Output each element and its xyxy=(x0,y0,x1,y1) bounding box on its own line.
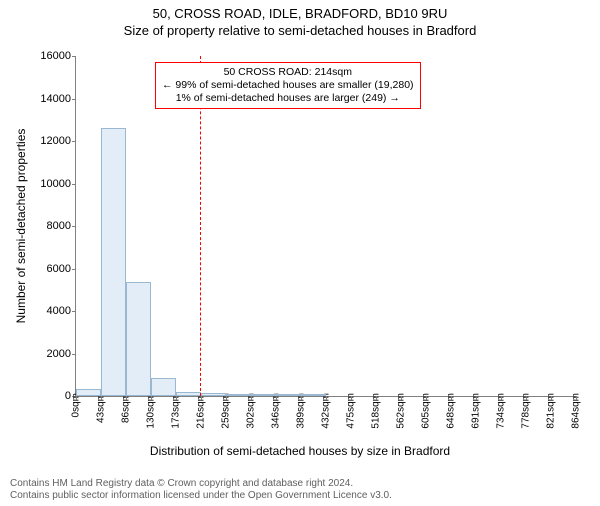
y-tick-mark xyxy=(72,311,76,312)
annotation-line1: 50 CROSS ROAD: 214sqm xyxy=(162,66,414,79)
x-tick-mark xyxy=(401,396,402,400)
chart-subtitle: Size of property relative to semi-detach… xyxy=(0,23,600,38)
x-tick-mark xyxy=(251,396,252,400)
y-tick-label: 4000 xyxy=(26,305,71,317)
x-tick-mark xyxy=(576,396,577,400)
chart-title: 50, CROSS ROAD, IDLE, BRADFORD, BD10 9RU xyxy=(0,6,600,21)
y-tick-label: 6000 xyxy=(26,263,71,275)
histogram-bar xyxy=(201,393,226,396)
histogram-bar xyxy=(251,394,276,396)
y-tick-mark xyxy=(72,226,76,227)
histogram-bar xyxy=(301,394,326,396)
footer-attribution: Contains HM Land Registry data © Crown c… xyxy=(10,478,392,502)
footer-line2: Contains public sector information licen… xyxy=(10,490,392,502)
annotation-box: 50 CROSS ROAD: 214sqm ← 99% of semi-deta… xyxy=(155,62,421,109)
x-tick-mark xyxy=(151,396,152,400)
y-tick-label: 16000 xyxy=(26,50,71,62)
x-tick-mark xyxy=(126,396,127,400)
x-tick-mark xyxy=(176,396,177,400)
y-tick-mark xyxy=(72,141,76,142)
x-tick-mark xyxy=(526,396,527,400)
x-tick-mark xyxy=(101,396,102,400)
y-tick-label: 12000 xyxy=(26,135,71,147)
y-tick-mark xyxy=(72,354,76,355)
x-tick-mark xyxy=(451,396,452,400)
x-tick-mark xyxy=(201,396,202,400)
x-tick-mark xyxy=(501,396,502,400)
y-tick-label: 10000 xyxy=(26,178,71,190)
x-tick-mark xyxy=(76,396,77,400)
y-tick-mark xyxy=(72,269,76,270)
chart-area: 02000400060008000100001200014000160000sq… xyxy=(75,56,575,396)
y-tick-label: 2000 xyxy=(26,348,71,360)
x-tick-mark xyxy=(476,396,477,400)
annotation-line2: ← 99% of semi-detached houses are smalle… xyxy=(162,79,414,92)
histogram-bar xyxy=(276,394,301,396)
y-tick-mark xyxy=(72,99,76,100)
x-tick-mark xyxy=(326,396,327,400)
histogram-bar xyxy=(226,394,251,396)
histogram-bar xyxy=(101,128,126,396)
x-tick-mark xyxy=(276,396,277,400)
y-tick-mark xyxy=(72,56,76,57)
y-tick-label: 0 xyxy=(26,390,71,402)
footer-line1: Contains HM Land Registry data © Crown c… xyxy=(10,478,392,490)
histogram-bar xyxy=(176,392,201,396)
x-axis-label: Distribution of semi-detached houses by … xyxy=(0,444,600,458)
histogram-bar xyxy=(151,378,176,396)
x-tick-mark xyxy=(551,396,552,400)
x-tick-mark xyxy=(376,396,377,400)
x-tick-mark xyxy=(301,396,302,400)
y-tick-label: 14000 xyxy=(26,93,71,105)
annotation-line3: 1% of semi-detached houses are larger (2… xyxy=(162,92,414,105)
histogram-bar xyxy=(126,282,151,396)
y-tick-mark xyxy=(72,184,76,185)
histogram-bar xyxy=(76,389,101,396)
y-tick-label: 8000 xyxy=(26,220,71,232)
x-tick-mark xyxy=(426,396,427,400)
x-tick-mark xyxy=(351,396,352,400)
x-tick-mark xyxy=(226,396,227,400)
